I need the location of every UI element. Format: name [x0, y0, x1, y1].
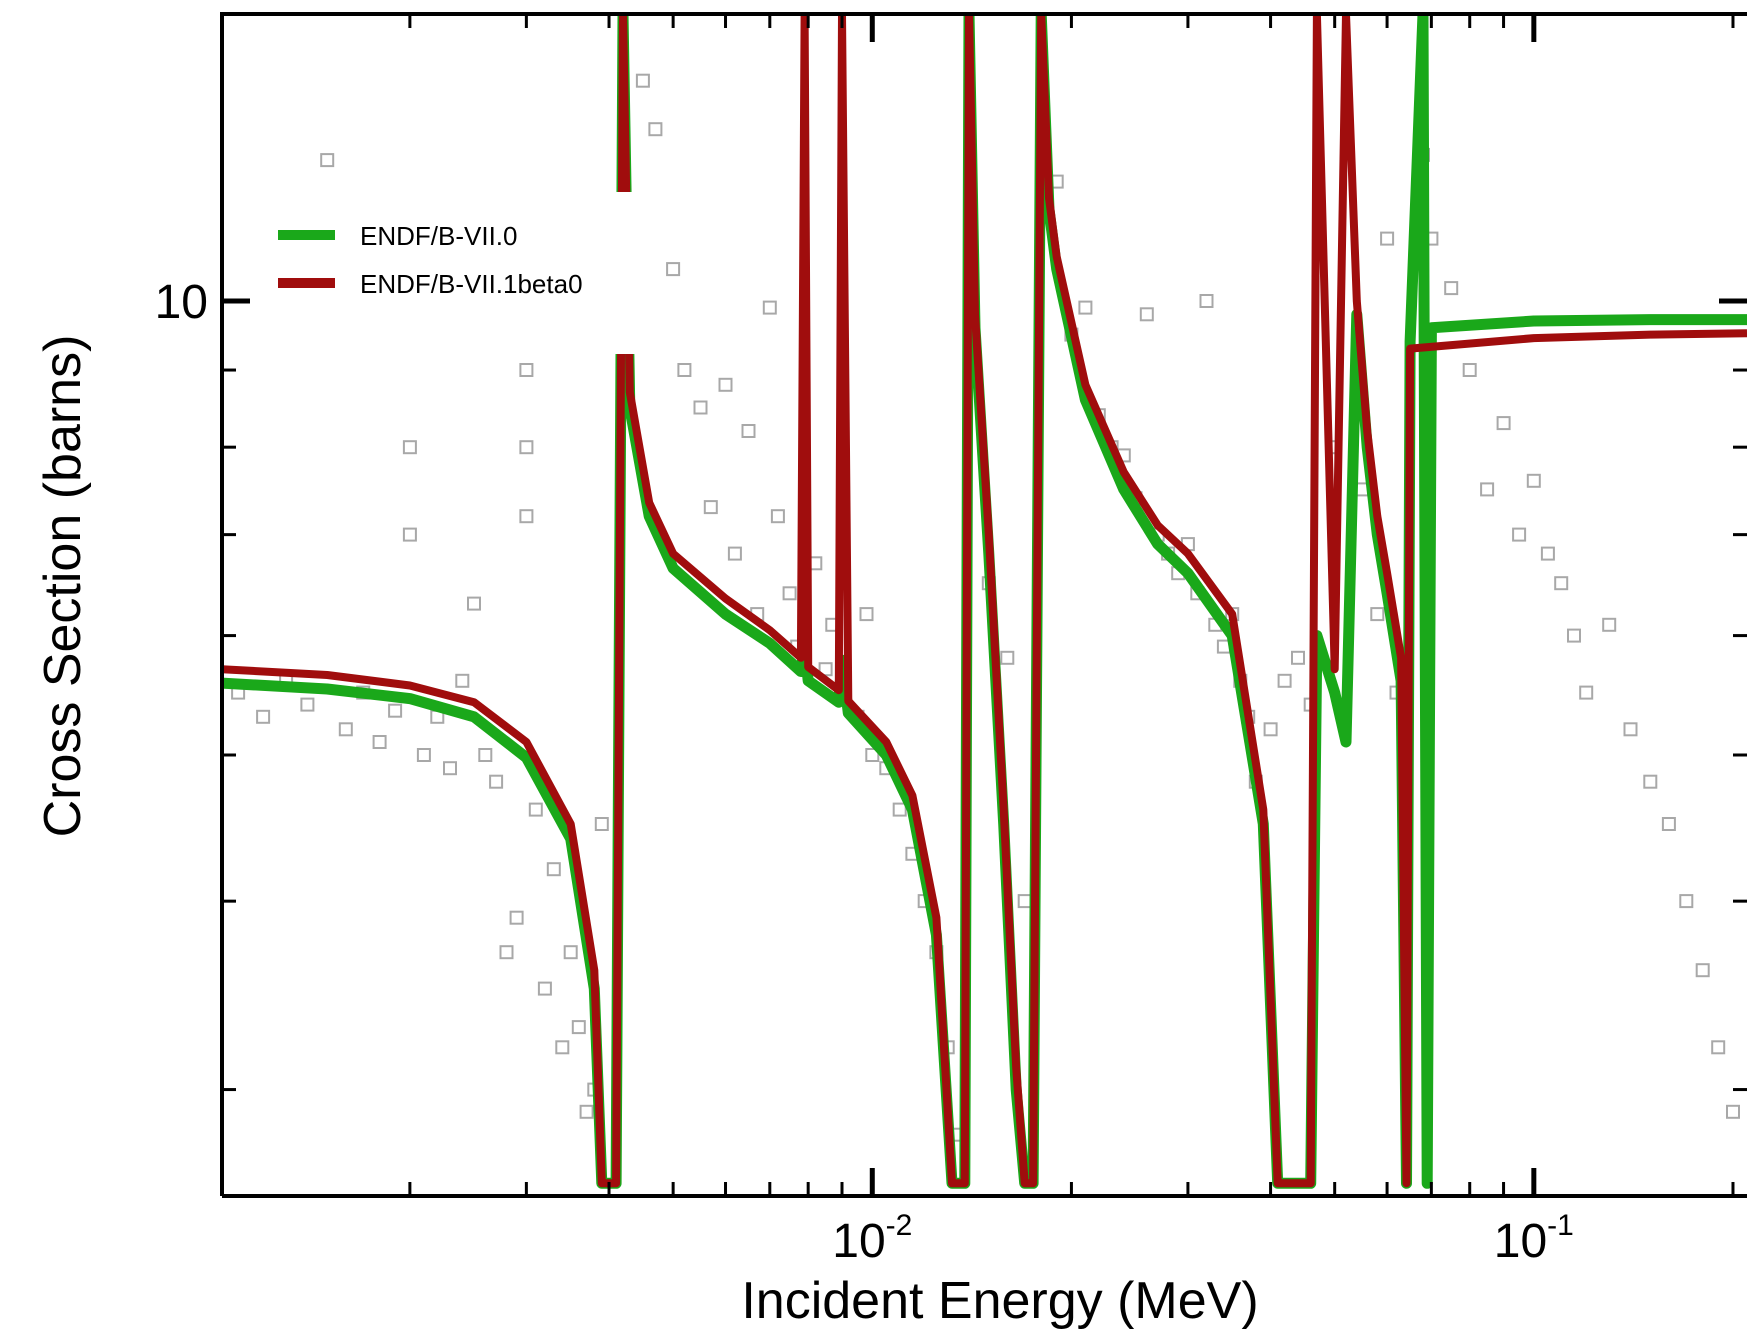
data-point-marker	[519, 363, 534, 377]
data-point-marker	[1199, 294, 1214, 308]
data-point-marker	[703, 500, 718, 515]
data-point-marker	[443, 761, 457, 776]
data-point-marker	[509, 910, 524, 925]
data-point-marker	[693, 400, 708, 415]
data-point-marker	[677, 363, 692, 377]
data-point-marker	[571, 1020, 586, 1035]
data-point-marker	[320, 153, 335, 168]
data-point-marker	[782, 586, 797, 601]
data-point-marker	[537, 981, 552, 996]
data-point-marker	[1711, 1040, 1726, 1055]
data-point-marker	[1661, 817, 1676, 831]
data-point-marker	[1139, 307, 1154, 322]
data-point-marker	[1643, 774, 1658, 789]
data-point-marker	[372, 735, 387, 749]
data-point-marker	[455, 673, 470, 688]
data-point-marker	[467, 596, 481, 611]
data-point-marker	[1526, 473, 1541, 488]
y-axis-title: Cross Section (barns)	[34, 335, 92, 838]
data-point-marker	[635, 73, 650, 88]
data-point-marker	[859, 607, 874, 622]
data-point-marker	[1554, 576, 1569, 591]
data-point-marker	[489, 774, 504, 789]
y-tick-label: 10	[155, 276, 208, 329]
legend-label-endf-vii1: ENDF/B-VII.1beta0	[360, 269, 583, 299]
plot-border	[220, 12, 1747, 1196]
data-point-marker	[519, 440, 534, 455]
data-point-marker	[388, 703, 403, 718]
data-point-marker	[892, 802, 907, 817]
data-point-marker	[865, 748, 880, 762]
data-point-marker	[1017, 894, 1032, 909]
data-point-marker	[1263, 722, 1278, 737]
data-point-marker	[594, 817, 609, 831]
legend-label-endf-vii0: ENDF/B-VII.0	[360, 221, 517, 251]
data-point-marker	[256, 709, 271, 724]
data-point-marker	[1726, 1104, 1740, 1119]
data-point-marker	[1602, 617, 1617, 632]
data-point-marker	[338, 722, 353, 737]
data-point-marker	[1277, 673, 1292, 688]
data-point-marker	[1679, 894, 1694, 909]
curve-endf-vii0	[222, 14, 1747, 1189]
data-point-marker	[1623, 722, 1638, 737]
data-point-marker	[1380, 231, 1395, 246]
data-point-marker	[727, 546, 742, 561]
data-point-marker	[1540, 546, 1555, 561]
curve-endf-vii1beta0	[222, 14, 1747, 1188]
data-point-marker	[300, 697, 315, 712]
data-point-marker	[1496, 416, 1511, 431]
data-point-marker	[528, 802, 543, 817]
axis-ticks	[222, 14, 1747, 1196]
evaluation-curves	[222, 14, 1747, 1189]
data-point-marker	[1480, 482, 1495, 497]
data-point-marker	[762, 300, 777, 315]
data-point-marker	[478, 748, 493, 762]
x-axis-title: Incident Energy (MeV)	[741, 1272, 1258, 1330]
data-point-marker	[718, 377, 733, 392]
data-point-marker	[519, 509, 534, 524]
data-point-marker	[1695, 963, 1710, 978]
data-point-marker	[579, 1104, 594, 1119]
legend-background	[236, 192, 656, 354]
data-point-marker	[416, 748, 431, 762]
data-point-marker	[666, 262, 681, 277]
data-point-marker	[741, 424, 756, 438]
data-point-marker	[1579, 685, 1594, 700]
data-point-marker	[770, 509, 785, 524]
data-point-marker	[1444, 281, 1459, 296]
data-point-marker	[1000, 650, 1015, 665]
data-point-marker	[1078, 300, 1093, 315]
data-point-marker	[402, 527, 417, 542]
plot-frame	[220, 12, 1747, 1198]
data-point-marker	[1370, 607, 1385, 622]
data-point-marker	[499, 945, 514, 960]
data-point-marker	[402, 440, 417, 455]
data-point-marker	[1512, 527, 1527, 542]
data-point-marker	[546, 862, 561, 877]
data-point-marker	[1291, 650, 1305, 665]
data-point-marker	[563, 945, 578, 960]
data-point-marker	[555, 1040, 570, 1055]
data-point-marker	[648, 122, 663, 137]
data-point-marker	[1567, 628, 1581, 643]
x-tick-label: 10-2	[832, 1209, 912, 1268]
data-point-marker	[1462, 363, 1477, 377]
legend: ENDF/B-VII.0 ENDF/B-VII.1beta0	[236, 192, 656, 354]
x-tick-label: 10-1	[1494, 1209, 1574, 1268]
